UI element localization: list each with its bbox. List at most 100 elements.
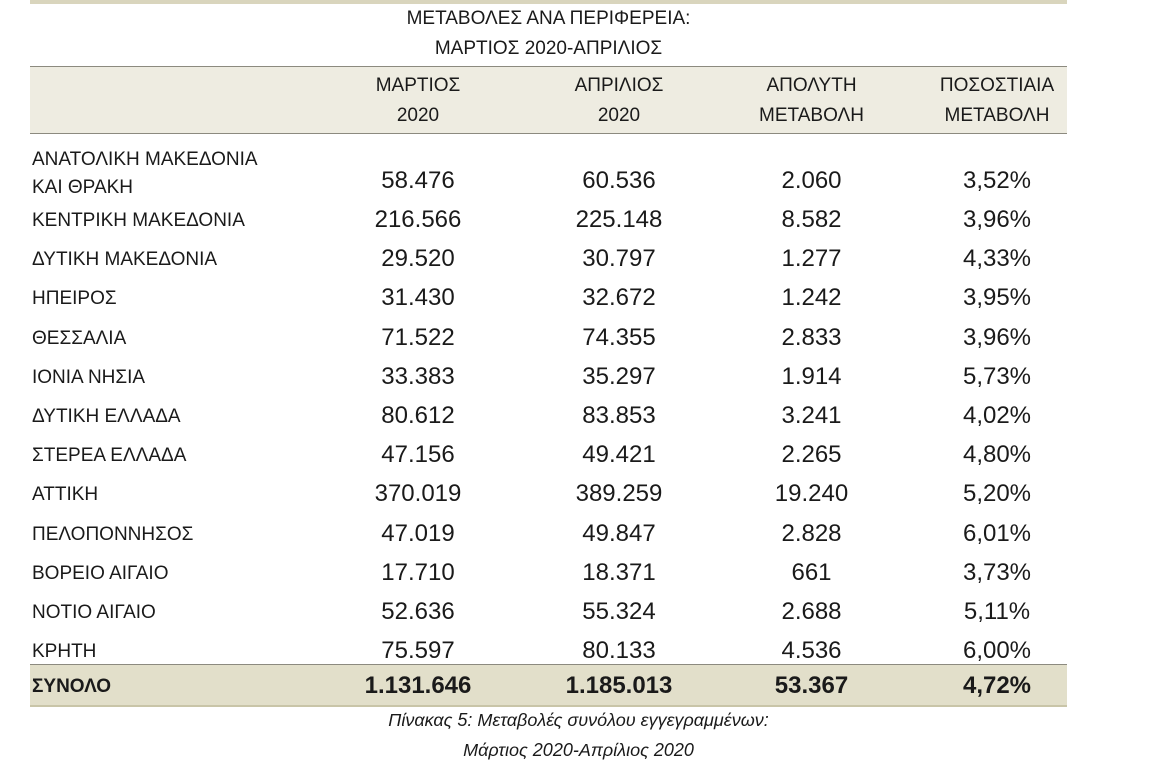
region-name: ΑΝΑΤΟΛΙΚΗ ΜΑΚΕΔΟΝΙΑ ΚΑΙ ΘΡΑΚΗ (32, 146, 258, 202)
percent-change-value: 3,95% (962, 284, 1032, 312)
april-value: 49.847 (582, 519, 656, 547)
region-name: ΔΥΤΙΚΗ ΜΑΚΕΔΟΝΙΑ (32, 249, 218, 271)
header-april-line2: 2020 (597, 105, 641, 126)
percent-change-value: 3,96% (962, 206, 1032, 233)
march-value: 52.636 (381, 598, 455, 625)
total-percent-change-value: 4,72% (962, 672, 1032, 699)
percent-change-value: 6,00% (962, 637, 1032, 665)
table-row: ΘΕΣΣΑΛΙΑ 71.522 74.355 2.833 3,96% (30, 316, 1067, 355)
absolute-change-value: 2.833 (781, 323, 842, 351)
table-row: ΙΟΝΙΑ ΝΗΣΙΑ 33.383 35.297 1.914 5,73% (30, 355, 1067, 394)
april-value: 83.853 (582, 402, 656, 429)
absolute-change-value: 19.240 (774, 480, 849, 508)
table-header: ΜΑΡΤΙΟΣ 2020 ΑΠΡΙΛΙΟΣ 2020 ΑΠΟΛΥΤΗ ΜΕΤΑΒ… (30, 66, 1067, 134)
absolute-change-value: 1.914 (781, 362, 842, 390)
april-value: 55.324 (582, 598, 656, 625)
march-value: 80.612 (381, 402, 455, 429)
april-value: 80.133 (582, 637, 656, 665)
percent-change-value: 4,02% (962, 402, 1032, 429)
region-name: ΗΠΕΙΡΟΣ (32, 288, 117, 310)
table-row: ΑΤΤΙΚΗ 370.019 389.259 19.240 5,20% (30, 472, 1067, 511)
april-value: 225.148 (575, 206, 663, 233)
march-value: 58.476 (381, 167, 455, 194)
april-value: 30.797 (582, 245, 656, 273)
header-absolute-line2: ΜΕΤΑΒΟΛΗ (759, 105, 864, 126)
header-absolute-change: ΑΠΟΛΥΤΗ ΜΕΤΑΒΟΛΗ (719, 71, 904, 131)
april-value: 60.536 (582, 167, 656, 194)
absolute-change-value: 2.060 (781, 167, 842, 194)
april-value: 74.355 (582, 323, 656, 351)
region-name: ΚΡΗΤΗ (32, 641, 97, 663)
region-name: ΠΕΛΟΠΟΝΝΗΣΟΣ (32, 523, 194, 545)
region-name: ΑΤΤΙΚΗ (32, 484, 99, 506)
march-value: 31.430 (381, 284, 455, 312)
percent-change-value: 4,33% (962, 245, 1032, 273)
region-name: ΚΕΝΤΡΙΚΗ ΜΑΚΕΔΟΝΙΑ (32, 210, 245, 231)
march-value: 33.383 (381, 362, 455, 390)
march-value: 47.019 (381, 519, 455, 547)
april-value: 49.421 (582, 441, 656, 469)
header-march-line2: 2020 (396, 105, 440, 126)
table-row: ΔΥΤΙΚΗ ΜΑΚΕΔΟΝΙΑ 29.520 30.797 1.277 4,33% (30, 237, 1067, 276)
percent-change-value: 5,11% (963, 598, 1031, 625)
region-name: ΒΟΡΕΙΟ ΑΙΓΑΙΟ (32, 562, 169, 584)
table-row: ΗΠΕΙΡΟΣ 31.430 32.672 1.242 3,95% (30, 276, 1067, 315)
table-row: ΒΟΡΕΙΟ ΑΙΓΑΙΟ 17.710 18.371 661 3,73% (30, 551, 1067, 590)
percent-change-value: 5,73% (962, 362, 1032, 390)
table-row: ΑΝΑΤΟΛΙΚΗ ΜΑΚΕΔΟΝΙΑ ΚΑΙ ΘΡΑΚΗ 58.476 60.… (30, 138, 1067, 198)
april-value: 35.297 (582, 362, 656, 390)
april-value: 32.672 (582, 284, 656, 312)
percent-change-value: 5,20% (962, 480, 1032, 508)
table-row: ΠΕΛΟΠΟΝΝΗΣΟΣ 47.019 49.847 2.828 6,01% (30, 512, 1067, 551)
header-march: ΜΑΡΤΙΟΣ 2020 (343, 71, 493, 131)
top-rule (30, 0, 1067, 4)
absolute-change-value: 2.265 (781, 441, 842, 469)
header-april: ΑΠΡΙΛΙΟΣ 2020 (544, 71, 694, 131)
march-value: 29.520 (381, 245, 455, 273)
header-april-line1: ΑΠΡΙΛΙΟΣ (574, 75, 664, 96)
table-caption-period: Μάρτιος 2020-Απρίλιος 2020 (463, 740, 694, 760)
percent-change-value: 6,01% (962, 519, 1032, 547)
table-subtitle: ΜΑΡΤΙΟΣ 2020-ΑΠΡΙΛΙΟΣ (434, 38, 663, 59)
total-april-value: 1.185.013 (565, 672, 673, 699)
header-percent-change: ΠΟΣΟΣΤΙΑΙΑ ΜΕΤΑΒΟΛΗ (907, 71, 1087, 131)
total-march-value: 1.131.646 (364, 672, 472, 699)
percent-change-value: 4,80% (962, 441, 1032, 469)
absolute-change-value: 2.828 (781, 519, 842, 547)
april-value: 389.259 (575, 480, 663, 508)
table-row: ΣΤΕΡΕΑ ΕΛΛΑΔΑ 47.156 49.421 2.265 4,80% (30, 433, 1067, 472)
table-row: ΚΕΝΤΡΙΚΗ ΜΑΚΕΔΟΝΙΑ 216.566 225.148 8.582 3,9… (30, 198, 1067, 237)
table-caption: Πίνακας 5: Μεταβολές συνόλου εγγεγραμμέν… (388, 710, 769, 730)
march-value: 71.522 (381, 323, 455, 351)
percent-change-value: 3,96% (962, 323, 1032, 351)
march-value: 216.566 (374, 206, 462, 233)
header-absolute-line1: ΑΠΟΛΥΤΗ (766, 75, 857, 96)
percent-change-value: 3,52% (962, 167, 1032, 194)
table-title: ΜΕΤΑΒΟΛΕΣ ΑΝΑ ΠΕΡΙΦΕΡΕΙΑ: (406, 8, 691, 29)
absolute-change-value: 1.242 (781, 284, 842, 312)
march-value: 17.710 (381, 558, 455, 586)
total-label: ΣΥΝΟΛΟ (32, 676, 112, 697)
header-percent-line2: ΜΕΤΑΒΟΛΗ (944, 105, 1050, 126)
region-name-line1: ΑΝΑΤΟΛΙΚΗ ΜΑΚΕΔΟΝΙΑ (32, 149, 258, 170)
total-row: ΣΥΝΟΛΟ 1.131.646 1.185.013 53.367 4,72% (30, 664, 1067, 707)
region-name: ΝΟΤΙΟ ΑΙΓΑΙΟ (32, 602, 156, 623)
region-name: ΣΤΕΡΕΑ ΕΛΛΑΔΑ (32, 445, 187, 467)
table-row: ΚΡΗΤΗ 75.597 80.133 4.536 6,00% (30, 629, 1067, 668)
march-value: 370.019 (374, 480, 462, 508)
absolute-change-value: 3.241 (781, 402, 842, 429)
region-name: ΘΕΣΣΑΛΙΑ (32, 327, 127, 349)
absolute-change-value: 4.536 (781, 637, 842, 665)
table-row: ΝΟΤΙΟ ΑΙΓΑΙΟ 52.636 55.324 2.688 5,11% (30, 590, 1067, 629)
total-absolute-change-value: 53.367 (774, 672, 849, 699)
march-value: 75.597 (381, 637, 455, 665)
april-value: 18.371 (582, 558, 656, 586)
percent-change-value: 3,73% (962, 558, 1032, 586)
absolute-change-value: 1.277 (781, 245, 842, 273)
header-percent-line1: ΠΟΣΟΣΤΙΑΙΑ (939, 75, 1055, 96)
region-name: ΔΥΤΙΚΗ ΕΛΛΑΔΑ (32, 406, 181, 427)
march-value: 47.156 (381, 441, 455, 469)
absolute-change-value: 2.688 (781, 598, 842, 625)
absolute-change-value: 661 (791, 558, 832, 586)
absolute-change-value: 8.582 (781, 206, 842, 233)
